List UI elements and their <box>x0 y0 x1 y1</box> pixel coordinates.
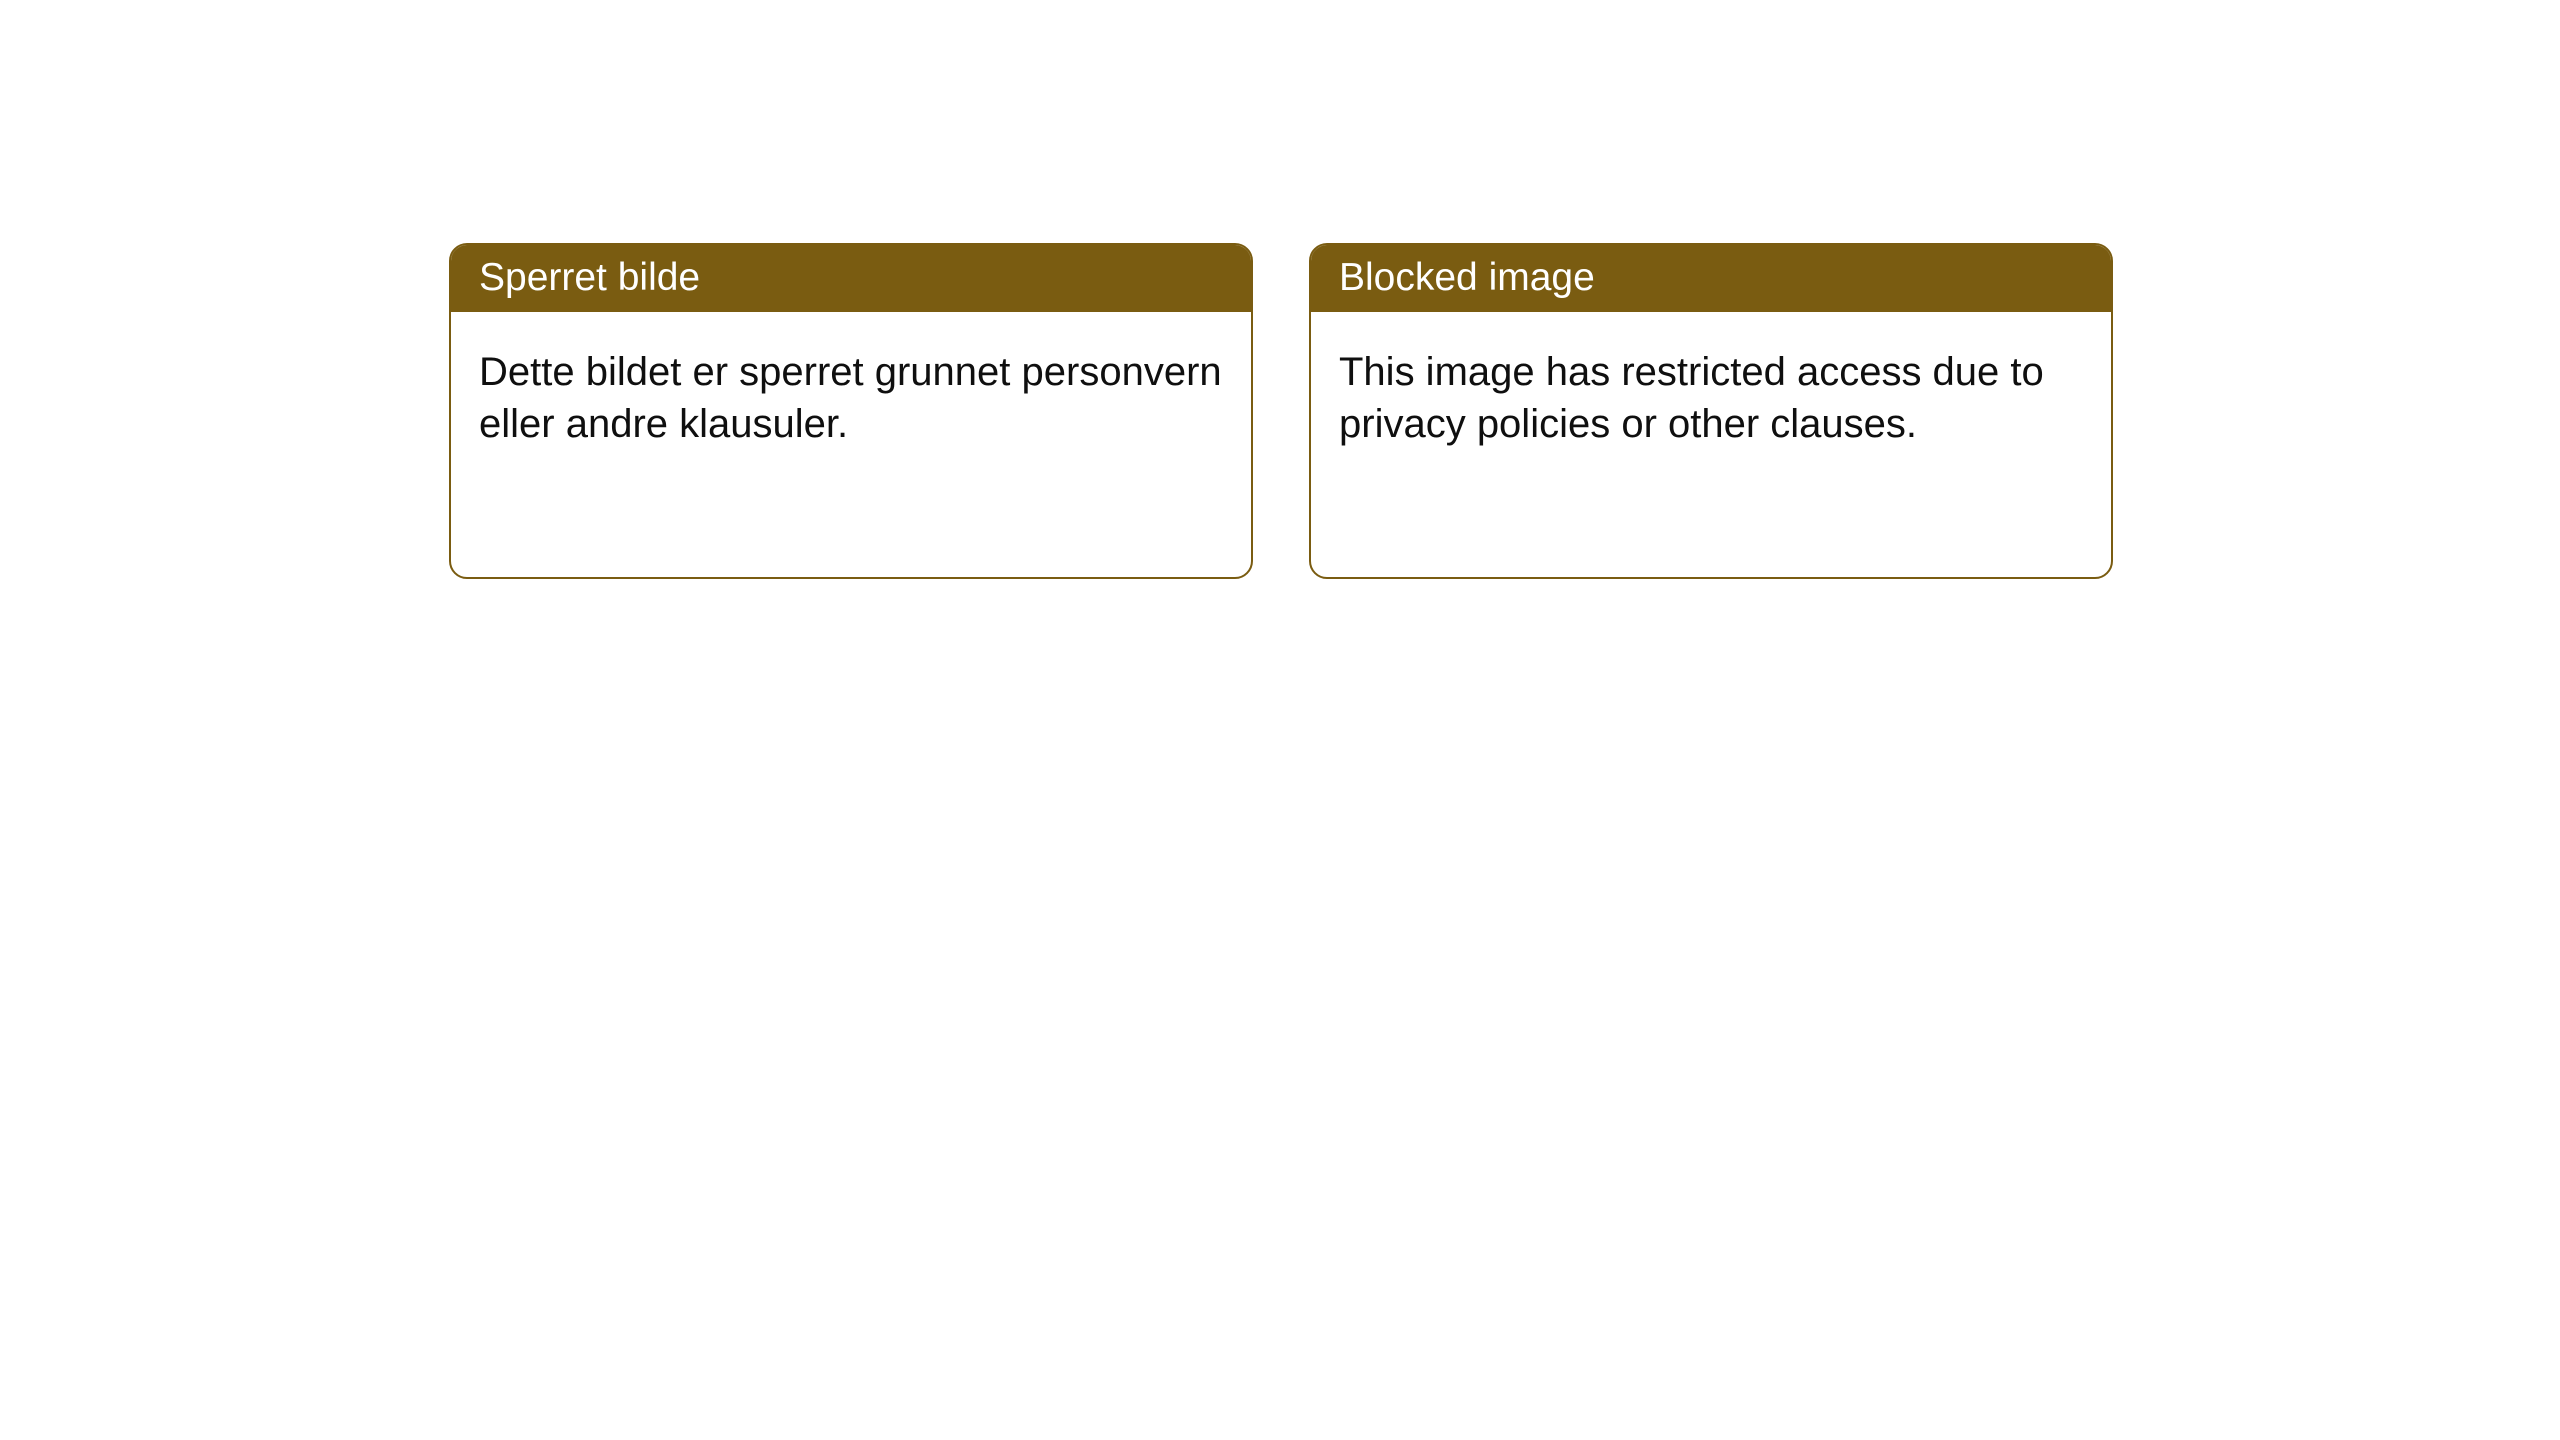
notice-title: Sperret bilde <box>479 256 700 299</box>
notice-header: Blocked image <box>1311 245 2111 312</box>
notice-header: Sperret bilde <box>451 245 1251 312</box>
notice-text: Dette bildet er sperret grunnet personve… <box>479 350 1222 446</box>
notice-box-english: Blocked image This image has restricted … <box>1309 243 2113 579</box>
notice-text: This image has restricted access due to … <box>1339 350 2044 446</box>
notice-box-norwegian: Sperret bilde Dette bildet er sperret gr… <box>449 243 1253 579</box>
notice-container: Sperret bilde Dette bildet er sperret gr… <box>0 0 2560 579</box>
notice-body: Dette bildet er sperret grunnet personve… <box>451 312 1251 484</box>
notice-body: This image has restricted access due to … <box>1311 312 2111 484</box>
notice-title: Blocked image <box>1339 256 1595 299</box>
